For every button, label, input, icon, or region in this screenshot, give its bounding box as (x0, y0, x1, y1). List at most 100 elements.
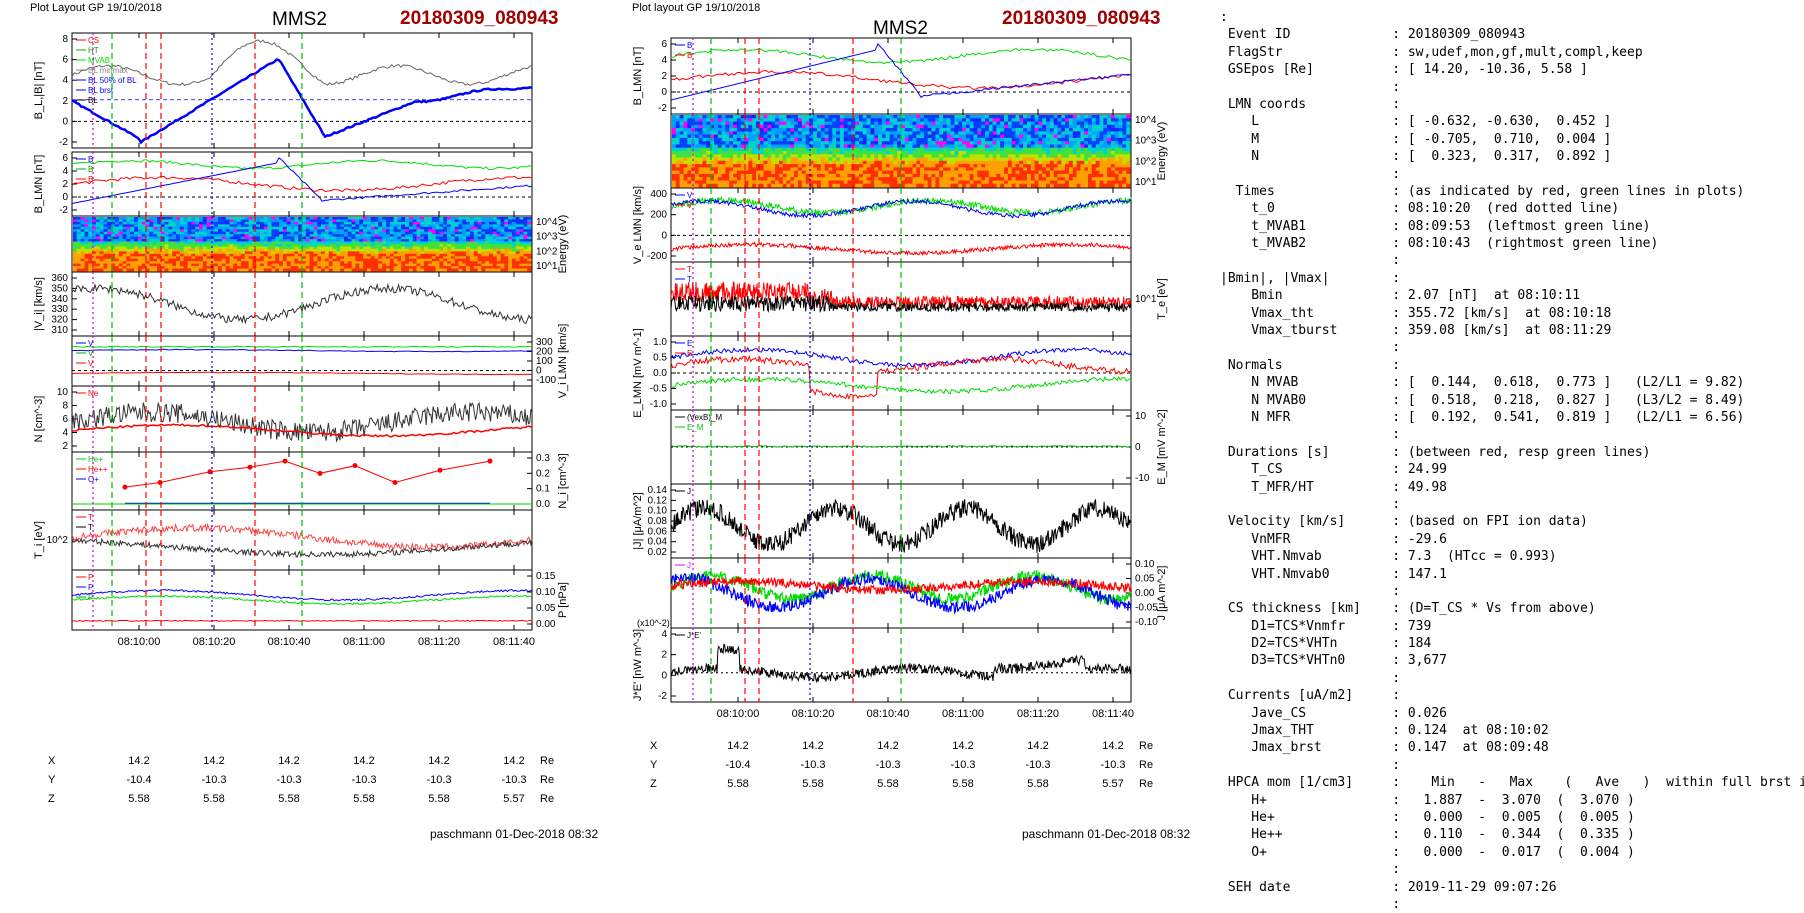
spectrogram-cell (676, 164, 680, 168)
spectrogram-cell (268, 222, 272, 225)
spectrogram-cell (214, 249, 218, 252)
spectrogram-cell (176, 254, 180, 257)
spectrogram-cell (184, 269, 188, 272)
spectrogram-cell (1077, 135, 1081, 139)
spectrogram-cell (741, 131, 745, 135)
spectrogram-cell (932, 128, 936, 132)
spectrogram-cell (291, 217, 295, 220)
spectrogram-cell (275, 254, 279, 257)
spectrogram-cell (512, 237, 516, 240)
y-axis-label: N [cm^-3] (33, 396, 45, 443)
spectrogram-cell (333, 217, 337, 220)
spectrogram-cell (752, 154, 756, 158)
spectrogram-cell (485, 264, 489, 267)
spectrogram-cell (1080, 161, 1084, 165)
spectrogram-cell (489, 269, 493, 272)
spectrogram-cell (1031, 131, 1035, 135)
spectrogram-cell (951, 135, 955, 139)
spectrogram-cell (989, 138, 993, 142)
spectrogram-cell (386, 269, 390, 272)
spectrogram-cell (107, 249, 111, 252)
spectrogram-cell (871, 148, 875, 152)
spectrogram-cell (737, 158, 741, 162)
y-tick-label: 4 (62, 166, 68, 177)
y-tick-label: 10^3 (1135, 136, 1157, 147)
spectrogram-cell (382, 259, 386, 262)
spectrogram-cell (1004, 145, 1008, 149)
spectrogram-cell (489, 227, 493, 230)
spectrogram-cell (974, 141, 978, 145)
spectrogram-cell (317, 242, 321, 245)
spectrogram-cell (1126, 141, 1130, 145)
spectrogram-cell (1092, 164, 1096, 168)
spectrogram-cell (882, 135, 886, 139)
spectrogram-cell (699, 131, 703, 135)
spectrogram-cell (100, 264, 104, 267)
spectrogram-cell (207, 237, 211, 240)
spectrogram-cell (1061, 128, 1065, 132)
spectrogram-cell (523, 259, 527, 262)
spectrogram-cell (378, 217, 382, 220)
spectrogram-cell (176, 259, 180, 262)
y-tick-label: 4 (661, 55, 667, 66)
legend-label: B (687, 41, 692, 50)
spectrogram-cell (1050, 138, 1054, 142)
spectrogram-cell (829, 125, 833, 129)
spectrogram-cell (1122, 158, 1126, 162)
spectrogram-cell (317, 222, 321, 225)
spectrogram-cell (989, 118, 993, 122)
spectrogram-cell (168, 259, 172, 262)
spectrogram-cell (279, 264, 283, 267)
spectrogram-cell (974, 115, 978, 119)
spectrogram-cell (725, 128, 729, 132)
spectrogram-cell (233, 242, 237, 245)
spectrogram-cell (1000, 148, 1004, 152)
spectrogram-cell (1126, 115, 1130, 119)
spectrogram-cell (218, 237, 222, 240)
spectrogram-cell (966, 131, 970, 135)
spectrogram-cell (932, 118, 936, 122)
spectrogram-cell (1000, 158, 1004, 162)
panel-frame (72, 33, 532, 148)
spectrogram-cell (767, 148, 771, 152)
spectrogram-cell (882, 151, 886, 155)
spectrogram-cell (77, 259, 81, 262)
spectrogram-cell (760, 154, 764, 158)
spectrogram-cell (375, 232, 379, 235)
spectrogram-cell (203, 232, 207, 235)
spectrogram-cell (954, 154, 958, 158)
spectrogram-cell (848, 135, 852, 139)
y-tick-label: 10^1 (536, 261, 558, 272)
spectrogram-cell (943, 122, 947, 126)
spectrogram-cell (928, 122, 932, 126)
spectrogram-cell (844, 128, 848, 132)
spectrogram-cell (916, 154, 920, 158)
spectrogram-cell (340, 222, 344, 225)
spectrogram-cell (760, 164, 764, 168)
spectrogram-cell (1107, 125, 1111, 129)
spectrogram-cell (806, 145, 810, 149)
spectrogram-cell (703, 131, 707, 135)
spectrogram-cell (195, 244, 199, 247)
spectrogram-cell (748, 118, 752, 122)
spectrogram-cell (748, 128, 752, 132)
spectrogram-cell (855, 128, 859, 132)
spectrogram-cell (802, 122, 806, 126)
spectrogram-cell (1004, 164, 1008, 168)
spectrogram-cell (1111, 145, 1115, 149)
spectrogram-cell (725, 131, 729, 135)
spectrogram-cell (1107, 161, 1111, 165)
spectrogram-cell (504, 254, 508, 257)
spectrogram-cell (1122, 115, 1126, 119)
spectrogram-cell (226, 249, 230, 252)
spectrogram-cell (970, 141, 974, 145)
spectrogram-cell (409, 242, 413, 245)
y-tick-label: 0.05 (536, 603, 556, 614)
spectrogram-cell (287, 249, 291, 252)
time-tick-label: 08:11:20 (418, 636, 460, 648)
spectrogram-cell (989, 125, 993, 129)
spectrogram-cell (832, 128, 836, 132)
spectrogram-cell (729, 154, 733, 158)
spectrogram-cell (172, 232, 176, 235)
spectrogram-cell (706, 145, 710, 149)
